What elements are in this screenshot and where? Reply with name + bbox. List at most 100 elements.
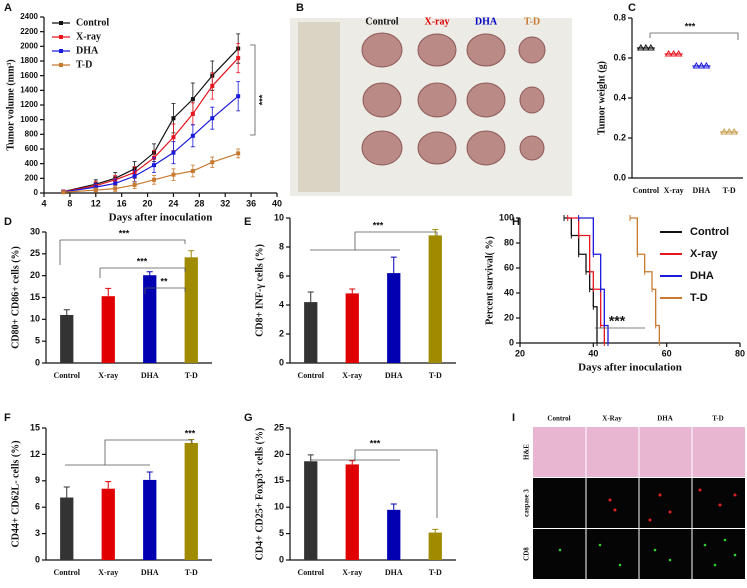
y-tick-label: 0.4 — [613, 92, 626, 102]
step-connector — [655, 324, 660, 343]
x-tick-label: T-D — [429, 371, 442, 380]
step-connector — [652, 288, 657, 326]
y-tick-label: 15 — [30, 292, 40, 302]
panel-letter: H — [512, 216, 520, 228]
marker — [61, 190, 66, 195]
step-connector — [589, 271, 594, 290]
x-tick-label: X-ray — [342, 568, 362, 577]
marker — [113, 181, 118, 186]
marker — [190, 97, 195, 102]
x-tick-label: Control — [53, 568, 80, 577]
error-bar — [432, 229, 439, 236]
significance-bracket — [354, 231, 438, 250]
marker — [210, 160, 215, 165]
x-tick-label: DHA — [385, 568, 403, 577]
y-axis-title: Tumor weight (g) — [596, 61, 607, 135]
y-tick-label: 25 — [274, 422, 284, 432]
significance-bracket — [650, 32, 739, 40]
marker — [636, 44, 645, 51]
significance-bracket — [250, 44, 256, 136]
x-tick-label: Control — [633, 186, 660, 195]
significance-label: *** — [685, 21, 696, 31]
bar — [345, 464, 359, 560]
row-label: caspase 3 — [523, 489, 531, 517]
photo-label: DHA — [475, 16, 498, 27]
x-tick-label: T-D — [185, 568, 198, 577]
x-tick-label: 24 — [168, 198, 178, 208]
y-tick-label: 15 — [274, 475, 284, 485]
photo-i — [533, 427, 745, 579]
marker — [641, 44, 650, 51]
significance-label: *** — [185, 428, 196, 438]
y-tick-label: 9 — [35, 475, 40, 485]
y-tick-label: 1000 — [20, 115, 38, 124]
significance-bracket — [100, 267, 186, 272]
legend-marker — [59, 49, 63, 53]
step-connector — [586, 271, 591, 290]
column-label: Control — [547, 415, 570, 423]
step-connector — [589, 288, 594, 307]
marker — [171, 150, 176, 155]
panel-letter: C — [628, 2, 636, 14]
y-tick-label: 15 — [30, 422, 40, 432]
y-tick-label: 8 — [279, 241, 284, 251]
error-bar — [146, 271, 153, 276]
marker — [236, 56, 241, 61]
marker — [190, 169, 195, 173]
step-connector — [637, 253, 646, 272]
error-bar — [63, 486, 70, 498]
marker — [190, 111, 195, 116]
step-connector — [604, 324, 609, 343]
photo-label: Control — [365, 16, 398, 27]
y-tick-label: 100 — [499, 212, 514, 222]
bar — [428, 235, 442, 363]
y-axis-title: Tumor volume (mm³) — [5, 59, 16, 150]
photo-label: X-ray — [425, 16, 450, 27]
y-tick-label: 0 — [279, 357, 284, 367]
panel-letter: A — [4, 2, 12, 14]
x-tick-label: DHA — [141, 371, 159, 380]
y-axis-title: Percent survival( %) — [484, 236, 495, 325]
x-tick-label: 12 — [91, 198, 101, 208]
x-tick-label: 32 — [220, 198, 230, 208]
y-tick-label: 0.6 — [613, 52, 626, 62]
panel-letter: G — [244, 412, 253, 424]
significance-label: *** — [609, 313, 626, 329]
x-tick-label: T-D — [429, 568, 442, 577]
marker — [664, 50, 673, 57]
marker — [702, 62, 711, 69]
y-axis-title: CD44+ CD62L- cells (%) — [10, 440, 21, 547]
y-tick-label: 0 — [509, 337, 514, 347]
y-tick-label: 6 — [279, 270, 284, 280]
y-tick-label: 0 — [35, 554, 40, 564]
y-tick-label: 6 — [35, 502, 40, 512]
x-tick-label: T-D — [723, 186, 736, 195]
bar — [345, 293, 359, 363]
error-bar — [307, 291, 314, 303]
x-tick-label: 60 — [662, 348, 672, 358]
y-tick-label: 2400 — [20, 12, 38, 21]
significance-label: *** — [373, 220, 384, 230]
marker — [210, 116, 215, 121]
x-tick-label: 20 — [143, 198, 153, 208]
bar — [101, 296, 115, 363]
y-tick-label: 10 — [30, 314, 40, 324]
x-tick-label: X-ray — [664, 186, 684, 195]
significance-bracket — [145, 287, 186, 292]
x-tick-label: 4 — [41, 198, 46, 208]
x-tick-label: 8 — [67, 198, 72, 208]
x-tick-label: 40 — [272, 198, 282, 208]
marker — [646, 44, 655, 51]
y-axis-title: CD4+ CD25+ Foxp3+ cells (%) — [254, 428, 265, 561]
marker — [674, 50, 683, 57]
panel-letter: I — [512, 412, 515, 424]
x-tick-label: DHA — [385, 371, 403, 380]
y-tick-label: 400 — [25, 159, 39, 168]
x-tick-label: 16 — [117, 198, 127, 208]
x-tick-label: 36 — [246, 198, 256, 208]
y-tick-label: 10 — [274, 502, 284, 512]
y-tick-label: 60 — [504, 262, 514, 272]
column-label: DHA — [657, 415, 673, 423]
marker — [210, 83, 215, 88]
